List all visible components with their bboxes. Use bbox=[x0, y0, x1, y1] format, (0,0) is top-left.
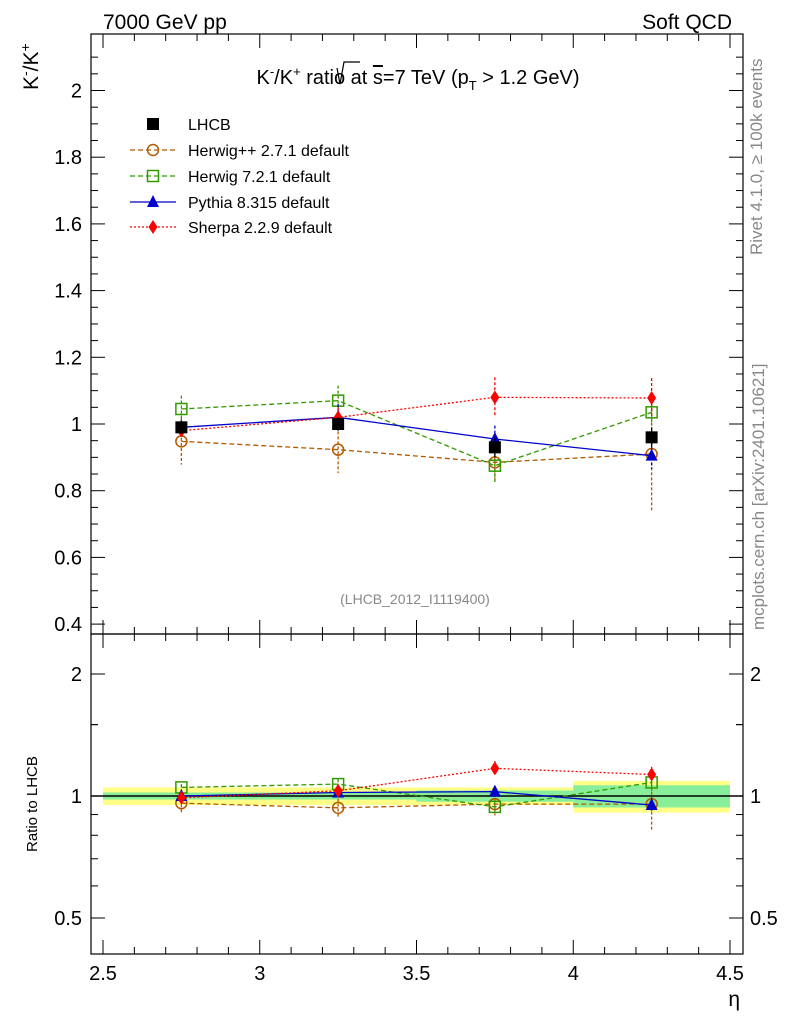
main-point-herwig7-2 bbox=[488, 459, 502, 472]
ratio-ytick-label-right-0: 0.5 bbox=[750, 908, 778, 930]
lhcb-point-1 bbox=[332, 418, 345, 430]
xlabel: η bbox=[728, 988, 740, 1011]
title-sub-t: T bbox=[469, 78, 477, 93]
ratio-bands bbox=[91, 780, 743, 813]
title-plus: + bbox=[293, 64, 301, 79]
title-k2: /K bbox=[274, 67, 294, 89]
analysis-id: (LHCB_2012_I1119400) bbox=[340, 591, 490, 607]
main-ytick-label-2: 0.8 bbox=[54, 481, 82, 503]
main-ytick-label-8: 2 bbox=[71, 81, 82, 103]
main-ylabel: K-/K+ bbox=[17, 43, 43, 90]
ratio-point-herwig_pp-1 bbox=[331, 801, 345, 815]
ratio-ytick-label-left-1: 1 bbox=[71, 786, 82, 808]
ylabel-k1: K bbox=[20, 76, 43, 90]
ratio-point-herwig7-2 bbox=[488, 800, 502, 814]
title-energy: =7 TeV (p bbox=[383, 67, 469, 89]
legend-label-sherpa: Sherpa 2.2.9 default bbox=[188, 220, 333, 237]
ratio-ytick-label-right-1: 1 bbox=[750, 786, 761, 808]
main-point-pythia-3 bbox=[645, 448, 658, 461]
legend-marker-herwig7 bbox=[146, 169, 160, 183]
title-mid: ratio at bbox=[301, 67, 373, 89]
legend-marker-lhcb bbox=[147, 118, 159, 130]
ratio-point-pythia-2 bbox=[488, 784, 501, 797]
main-ytick-label-6: 1.6 bbox=[54, 214, 82, 236]
main-ytick-label-5: 1.4 bbox=[54, 281, 82, 303]
main-ytick-label-7: 1.8 bbox=[54, 147, 82, 169]
rivet-version-label: Rivet 4.1.0, ≥ 100k events bbox=[747, 59, 766, 255]
title-k1: K bbox=[256, 67, 270, 89]
main-ytick-label-1: 0.6 bbox=[54, 547, 82, 569]
ratio-point-sherpa-0 bbox=[176, 790, 186, 805]
main-line-herwig_pp bbox=[181, 440, 652, 464]
ylabel-plus: + bbox=[17, 43, 33, 51]
ylabel-k2: /K bbox=[20, 51, 43, 71]
ratio-point-sherpa-1 bbox=[333, 783, 343, 798]
ylabel-minus: - bbox=[17, 71, 33, 76]
ratio-point-pythia-3 bbox=[645, 798, 658, 811]
axis-ticks: 0.4 0.6 0.8 1 1.2 1.4 1.6 1.8 2 0.5 0.5 1 1 2 2 2.5 3 3.5… bbox=[54, 34, 778, 985]
main-point-sherpa-3 bbox=[647, 390, 657, 405]
lhcb-point-2 bbox=[488, 441, 501, 454]
legend-label-herwig-pp: Herwig++ 2.7.1 default bbox=[188, 143, 350, 160]
legend-marker-pythia bbox=[147, 195, 159, 207]
main-point-herwig7-3 bbox=[645, 406, 658, 419]
xtick-label-2: 3.5 bbox=[403, 963, 431, 985]
main-line-pythia bbox=[181, 416, 652, 457]
legend-marker-sherpa bbox=[148, 220, 158, 234]
header-left: 7000 GeV pp bbox=[103, 11, 227, 34]
ratio-line-herwig_pp bbox=[181, 802, 652, 809]
xtick-label-4: 4.5 bbox=[716, 963, 744, 985]
title-sqrt-s: s bbox=[373, 67, 383, 89]
xtick-label-3: 4 bbox=[568, 963, 579, 985]
main-point-herwig7-0 bbox=[175, 402, 188, 416]
lhcb-point-3 bbox=[645, 431, 658, 444]
ratio-ytick-label-left-0: 0.5 bbox=[54, 908, 82, 930]
title-minus: - bbox=[270, 64, 274, 79]
legend-label-herwig7: Herwig 7.2.1 default bbox=[188, 169, 331, 186]
main-ytick-label-4: 1.2 bbox=[54, 347, 82, 369]
ratio-line-pythia bbox=[181, 791, 652, 806]
header-right: Soft QCD bbox=[642, 11, 732, 34]
ratio-series bbox=[175, 761, 658, 830]
ratio-point-sherpa-3 bbox=[647, 767, 657, 782]
mcplots-label: mcplots.cern.ch [arXiv:2401.10621] bbox=[749, 364, 768, 630]
ratio-point-sherpa-2 bbox=[490, 761, 500, 776]
main-ytick-label-3: 1 bbox=[71, 414, 82, 436]
ratio-line-herwig7 bbox=[181, 781, 652, 808]
main-ytick-label-0: 0.4 bbox=[54, 614, 82, 636]
xtick-label-0: 2.5 bbox=[89, 963, 117, 985]
legend: LHCB Herwig++ 2.7.1 default Herwig 7.2.1… bbox=[130, 117, 350, 237]
legend-label-pythia: Pythia 8.315 default bbox=[188, 195, 330, 212]
legend-markers bbox=[130, 118, 176, 234]
plot-title: K-/K+ ratio at s=7 TeV (pT > 1.2 GeV) bbox=[256, 64, 579, 93]
title-cut: > 1.2 GeV) bbox=[477, 67, 580, 89]
ratio-ylabel: Ratio to LHCB bbox=[24, 756, 41, 852]
ratio-ytick-label-left-2: 2 bbox=[71, 664, 82, 686]
main-line-sherpa bbox=[181, 396, 652, 432]
sqrt-sign bbox=[336, 61, 360, 85]
ratio-line-sherpa bbox=[181, 767, 652, 799]
legend-marker-herwig_pp bbox=[146, 143, 160, 157]
main-series bbox=[175, 377, 658, 511]
xtick-label-1: 3 bbox=[254, 963, 265, 985]
main-point-herwig_pp-1 bbox=[331, 443, 345, 456]
lhcb-point-0 bbox=[175, 421, 188, 434]
main-point-sherpa-2 bbox=[490, 390, 500, 405]
main-line-herwig7 bbox=[181, 399, 652, 467]
legend-label-lhcb: LHCB bbox=[188, 117, 231, 134]
ratio-ytick-label-right-2: 2 bbox=[750, 664, 761, 686]
